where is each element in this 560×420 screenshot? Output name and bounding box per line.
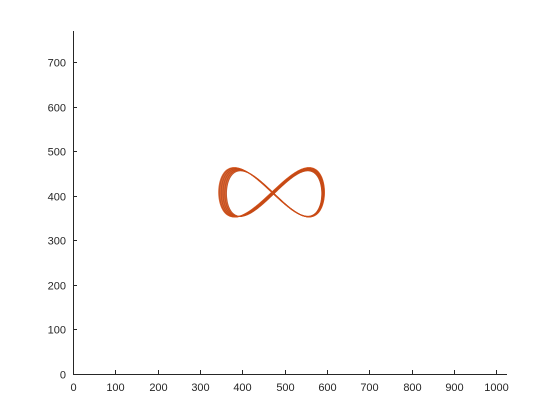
x-tick-label: 700 — [360, 382, 378, 394]
trajectory-series — [218, 167, 325, 218]
x-tick-label: 300 — [191, 382, 209, 394]
y-tick-label: 200 — [48, 281, 66, 293]
x-tick-label: 500 — [276, 382, 294, 394]
x-tick-label: 900 — [445, 382, 463, 394]
x-tick-label: 0 — [70, 382, 76, 394]
y-axis-ticks: 0 100 200 300 400 500 600 700 — [48, 58, 77, 382]
plot-area — [218, 167, 325, 218]
trajectory-pass — [218, 167, 325, 218]
y-tick-label: 500 — [48, 147, 66, 159]
y-tick-label: 400 — [48, 192, 66, 204]
x-tick-label: 200 — [149, 382, 167, 394]
x-tick-label: 800 — [403, 382, 421, 394]
y-tick-label: 100 — [48, 325, 66, 337]
y-tick-label: 700 — [48, 58, 66, 70]
x-tick-label: 600 — [318, 382, 336, 394]
y-tick-label: 600 — [48, 103, 66, 115]
axes: 0 100 200 300 400 500 600 700 800 900 1000 0 100 200… — [48, 31, 509, 394]
x-tick-label: 1000 — [484, 382, 508, 394]
y-tick-label: 0 — [60, 370, 66, 382]
x-tick-label: 400 — [233, 382, 251, 394]
y-tick-label: 300 — [48, 236, 66, 248]
x-axis-ticks: 0 100 200 300 400 500 600 700 800 900 1000 — [70, 370, 509, 394]
x-tick-label: 100 — [106, 382, 124, 394]
